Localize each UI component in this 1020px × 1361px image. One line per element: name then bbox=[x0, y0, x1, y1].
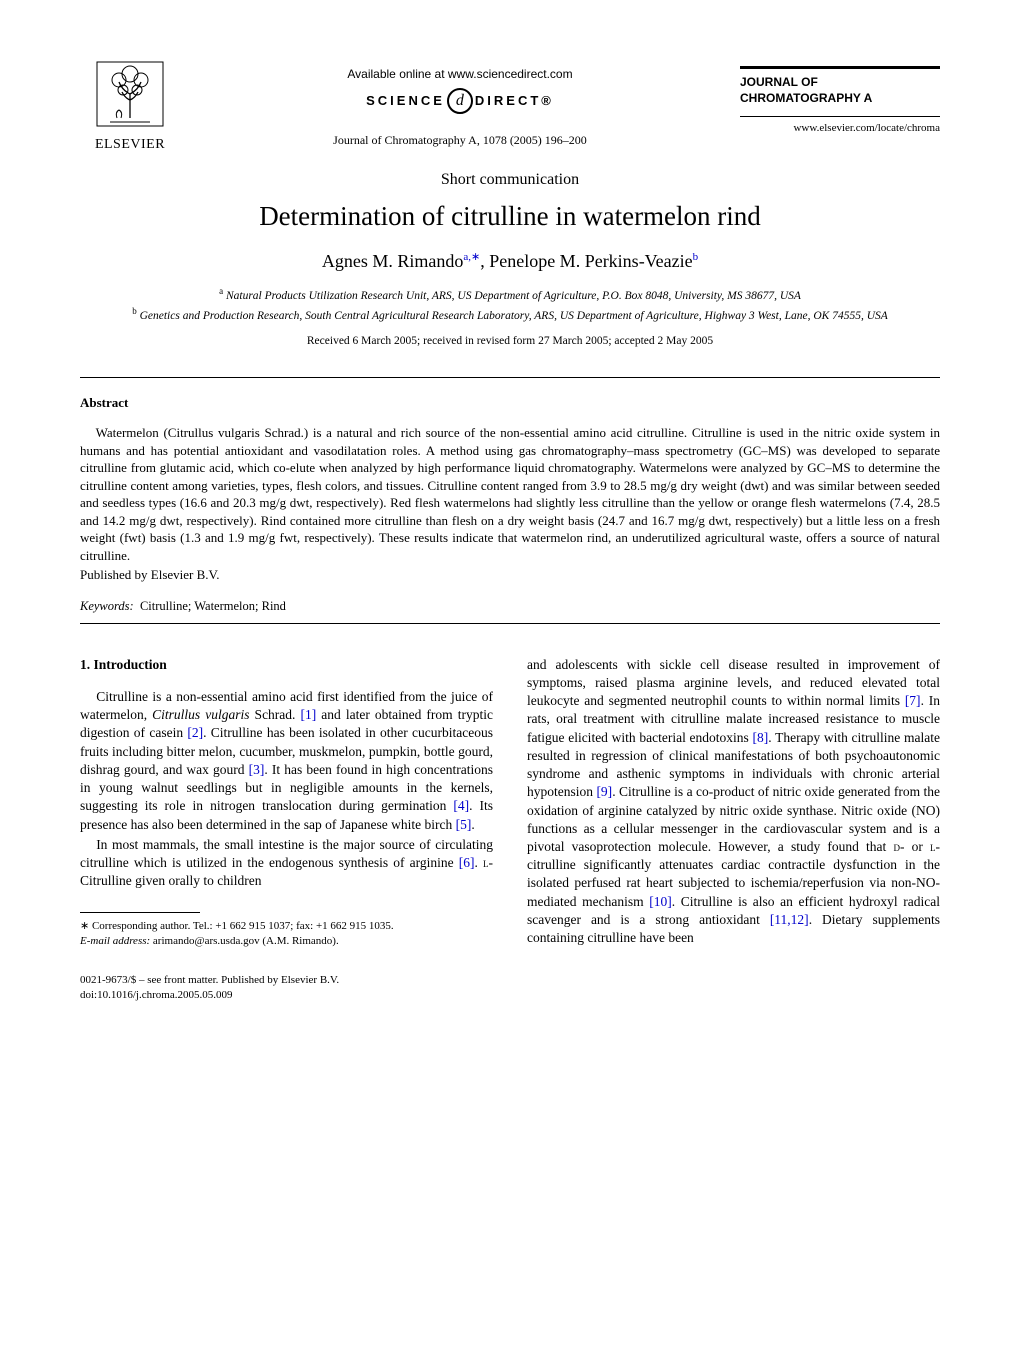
center-header: Available online at www.sciencedirect.co… bbox=[180, 60, 740, 148]
available-online-text: Available online at www.sciencedirect.co… bbox=[180, 66, 740, 82]
scd-right: DIRECT® bbox=[475, 92, 554, 110]
published-by: Published by Elsevier B.V. bbox=[80, 566, 940, 584]
text-run: . bbox=[471, 817, 474, 832]
divider bbox=[80, 623, 940, 624]
divider bbox=[740, 116, 940, 117]
citation-link[interactable]: [4] bbox=[453, 798, 469, 813]
citation-link[interactable]: [10] bbox=[649, 894, 672, 909]
article-dates: Received 6 March 2005; received in revis… bbox=[80, 334, 940, 350]
journal-name-line1: JOURNAL OF bbox=[740, 75, 940, 91]
citation-link[interactable]: [8] bbox=[753, 730, 769, 745]
divider bbox=[80, 377, 940, 378]
authors: Agnes M. Rimandoa,∗, Penelope M. Perkins… bbox=[80, 249, 940, 273]
intro-para-1: Citrulline is a non-essential amino acid… bbox=[80, 688, 493, 834]
citation-link[interactable]: [6] bbox=[459, 855, 475, 870]
page-header: ELSEVIER Available online at www.science… bbox=[80, 60, 940, 155]
bottom-matter: 0021-9673/$ – see front matter. Publishe… bbox=[80, 973, 940, 1003]
section-heading-intro: 1. Introduction bbox=[80, 656, 493, 674]
intro-para-2: In most mammals, the small intestine is … bbox=[80, 836, 493, 891]
author-1: Agnes M. Rimando bbox=[322, 251, 464, 271]
abstract-heading: Abstract bbox=[80, 394, 940, 412]
email-label: E-mail address: bbox=[80, 935, 150, 947]
citation-link[interactable]: [1] bbox=[300, 707, 316, 722]
footnote-corr: ∗ Corresponding author. Tel.: +1 662 915… bbox=[80, 919, 493, 934]
aff-b-text: Genetics and Production Research, South … bbox=[140, 309, 888, 321]
author-2: Penelope M. Perkins-Veazie bbox=[489, 251, 692, 271]
publisher-name: ELSEVIER bbox=[80, 136, 180, 155]
aff-b-sup: b bbox=[132, 306, 137, 316]
body-columns: 1. Introduction Citrulline is a non-esse… bbox=[80, 656, 940, 950]
citation-link[interactable]: [2] bbox=[187, 725, 203, 740]
citation-link[interactable]: [5] bbox=[456, 817, 472, 832]
right-header: JOURNAL OF CHROMATOGRAPHY A www.elsevier… bbox=[740, 60, 940, 136]
journal-name-line2: CHROMATOGRAPHY A bbox=[740, 91, 940, 107]
text-run: and adolescents with sickle cell disease… bbox=[527, 657, 940, 708]
footnote-email: E-mail address: arimando@ars.usda.gov (A… bbox=[80, 934, 493, 949]
scd-left: SCIENCE bbox=[366, 92, 445, 110]
text-run: - or bbox=[900, 839, 930, 854]
journal-url: www.elsevier.com/locate/chroma bbox=[740, 121, 940, 136]
keywords-label: Keywords: bbox=[80, 599, 134, 613]
intro-para-3: and adolescents with sickle cell disease… bbox=[527, 656, 940, 948]
author-2-sup: b bbox=[693, 251, 699, 263]
text-run: . bbox=[475, 855, 484, 870]
publisher-logo: ELSEVIER bbox=[80, 60, 180, 155]
article-type: Short communication bbox=[80, 169, 940, 191]
citation-link[interactable]: [11,12] bbox=[770, 912, 809, 927]
text-run: In most mammals, the small intestine is … bbox=[80, 837, 493, 870]
author-separator: , bbox=[480, 251, 489, 271]
right-column: and adolescents with sickle cell disease… bbox=[527, 656, 940, 950]
affiliations: a Natural Products Utilization Research … bbox=[80, 285, 940, 324]
aff-a-sup: a bbox=[219, 286, 223, 296]
affiliation-a: a Natural Products Utilization Research … bbox=[80, 285, 940, 304]
journal-reference: Journal of Chromatography A, 1078 (2005)… bbox=[180, 132, 740, 148]
elsevier-tree-icon bbox=[95, 60, 165, 134]
doi-line: doi:10.1016/j.chroma.2005.05.009 bbox=[80, 988, 940, 1003]
citation-link[interactable]: [9] bbox=[596, 784, 612, 799]
left-column: 1. Introduction Citrulline is a non-esse… bbox=[80, 656, 493, 950]
footnote-divider bbox=[80, 912, 200, 913]
text-run: Schrad. bbox=[250, 707, 301, 722]
issn-line: 0021-9673/$ – see front matter. Publishe… bbox=[80, 973, 940, 988]
keywords-values: Citrulline; Watermelon; Rind bbox=[140, 599, 286, 613]
author-1-sup: a,∗ bbox=[463, 251, 480, 263]
species-name: Citrullus vulgaris bbox=[152, 707, 249, 722]
article-title: Determination of citrulline in watermelo… bbox=[80, 198, 940, 234]
sciencedirect-logo: SCIENCE d DIRECT® bbox=[366, 88, 554, 114]
divider bbox=[740, 66, 940, 69]
citation-link[interactable]: [7] bbox=[905, 693, 921, 708]
scd-d-icon: d bbox=[447, 88, 473, 114]
citation-link[interactable]: [3] bbox=[249, 762, 265, 777]
corresponding-author-footnote: ∗ Corresponding author. Tel.: +1 662 915… bbox=[80, 919, 493, 949]
email-value: arimando@ars.usda.gov (A.M. Rimando). bbox=[150, 935, 339, 947]
keywords: Keywords: Citrulline; Watermelon; Rind bbox=[80, 598, 940, 615]
aff-a-text: Natural Products Utilization Research Un… bbox=[226, 290, 801, 302]
abstract-text: Watermelon (Citrullus vulgaris Schrad.) … bbox=[80, 424, 940, 564]
affiliation-b: b Genetics and Production Research, Sout… bbox=[80, 305, 940, 324]
